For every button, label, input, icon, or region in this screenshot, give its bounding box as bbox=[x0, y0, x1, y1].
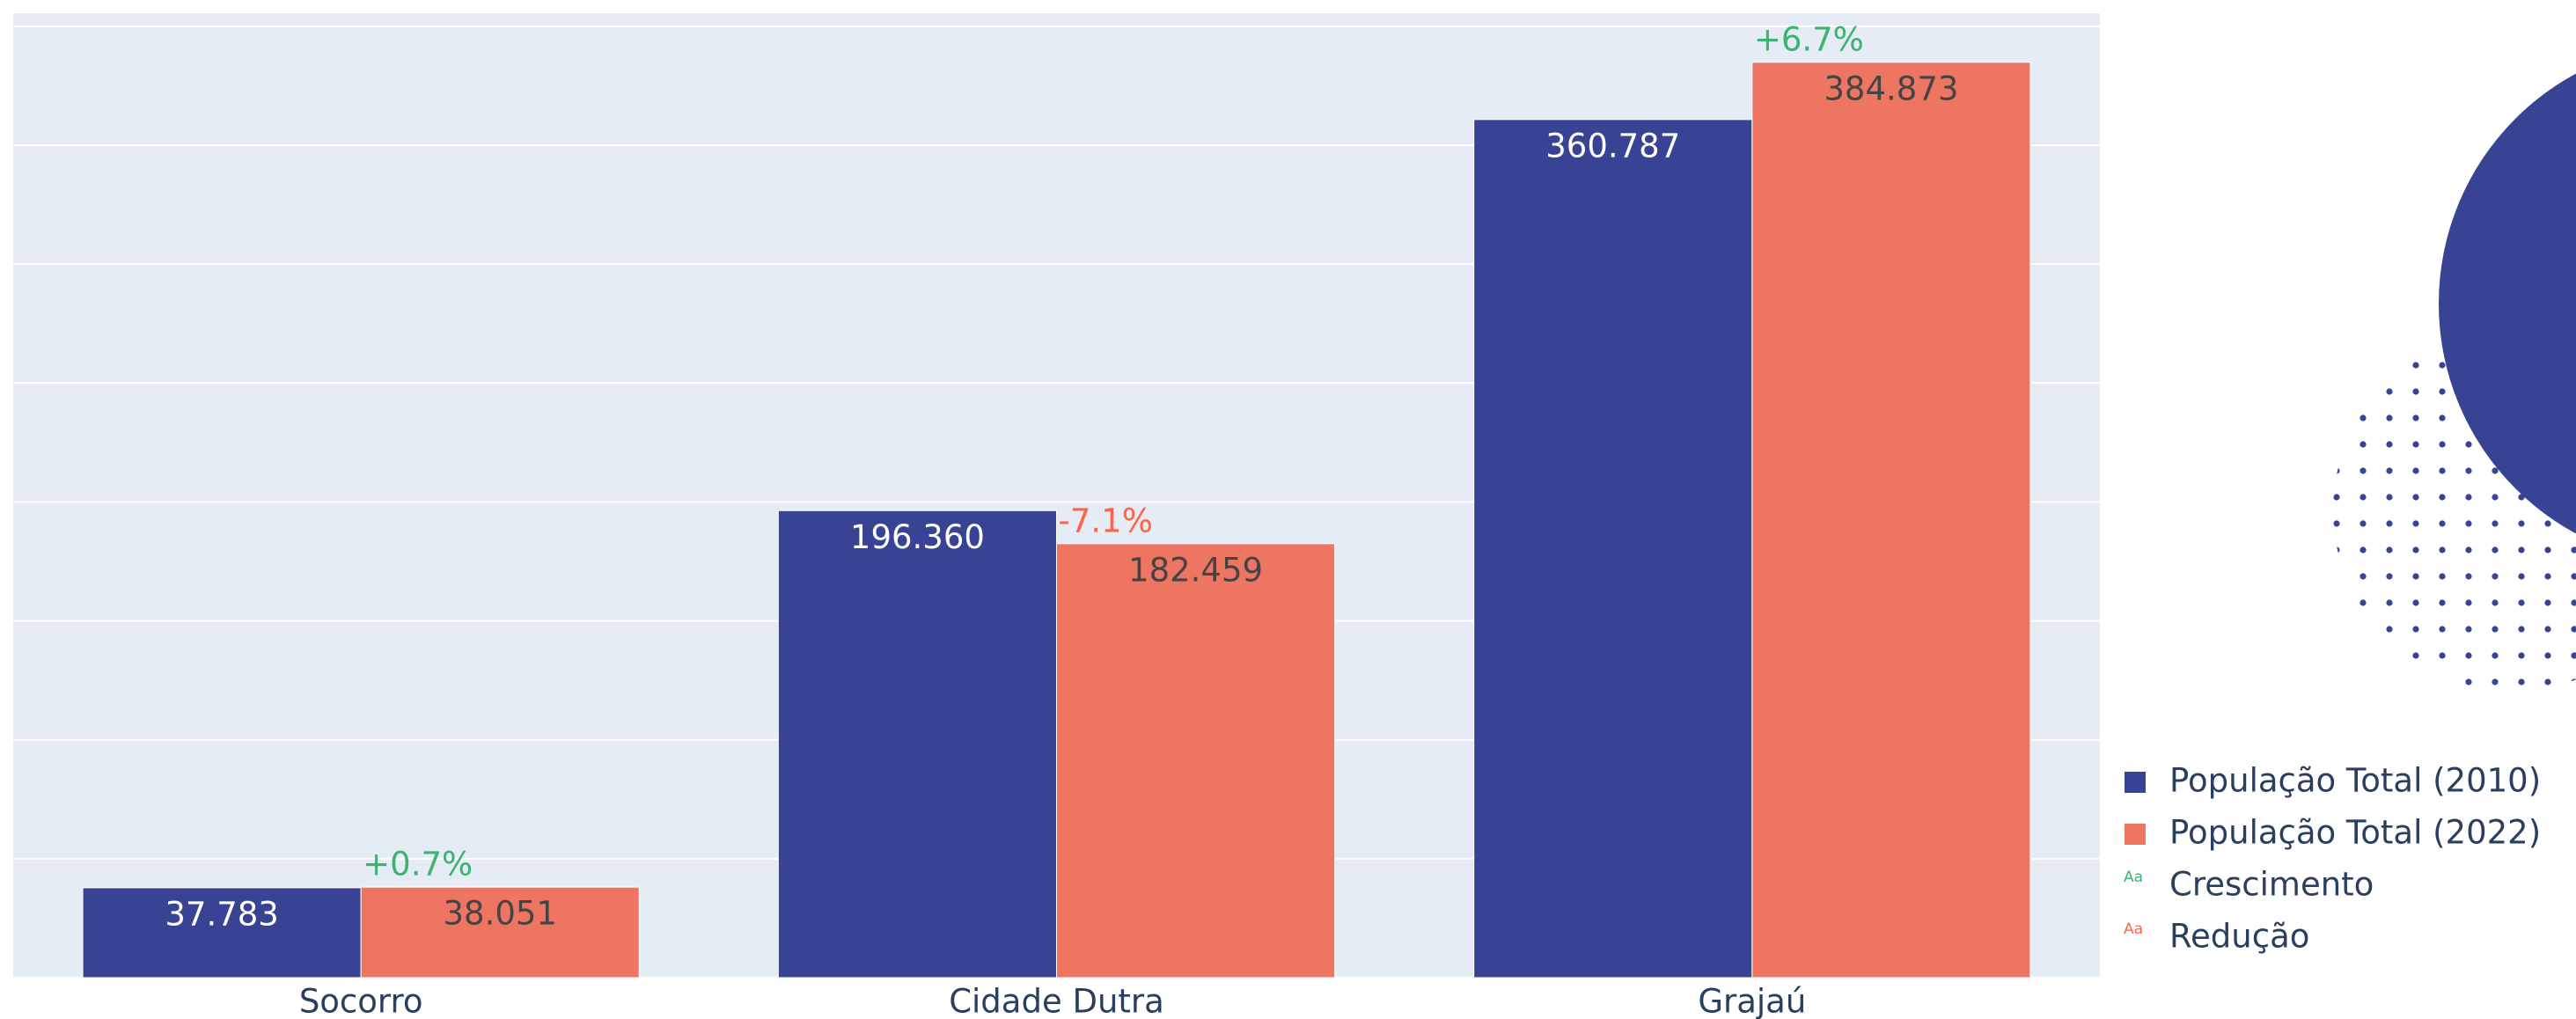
x-tick-label: Grajaú bbox=[1698, 983, 1806, 1019]
value-label: 196.360 bbox=[850, 518, 985, 556]
bar bbox=[360, 886, 640, 979]
legend-label: Redução bbox=[2169, 918, 2309, 956]
legend-swatch bbox=[2125, 824, 2146, 845]
legend-icon: Aa bbox=[2124, 869, 2143, 886]
legend-icon: Aa bbox=[2124, 920, 2143, 938]
legend-label: Crescimento bbox=[2169, 866, 2374, 904]
change-annotation: -7.1% bbox=[1059, 502, 1153, 539]
legend-label: População Total (2022) bbox=[2169, 814, 2541, 852]
x-tick-label: Cidade Dutra bbox=[949, 983, 1164, 1019]
value-label: 360.787 bbox=[1545, 127, 1680, 165]
legend-swatch bbox=[2125, 772, 2146, 793]
bar bbox=[1056, 543, 1336, 979]
bar bbox=[82, 887, 362, 979]
value-label: 384.873 bbox=[1824, 70, 1958, 107]
change-annotation: +6.7% bbox=[1754, 20, 1864, 58]
bar bbox=[1473, 119, 1753, 979]
decor-circle bbox=[2439, 73, 2576, 534]
legend-label: População Total (2010) bbox=[2169, 762, 2541, 800]
value-label: 37.783 bbox=[165, 895, 278, 933]
change-annotation: +0.7% bbox=[363, 846, 473, 883]
bar bbox=[777, 510, 1057, 979]
value-label: 38.051 bbox=[443, 895, 556, 933]
bar bbox=[1751, 62, 2031, 979]
value-label: 182.459 bbox=[1128, 551, 1263, 589]
x-tick-label: Socorro bbox=[299, 983, 423, 1019]
